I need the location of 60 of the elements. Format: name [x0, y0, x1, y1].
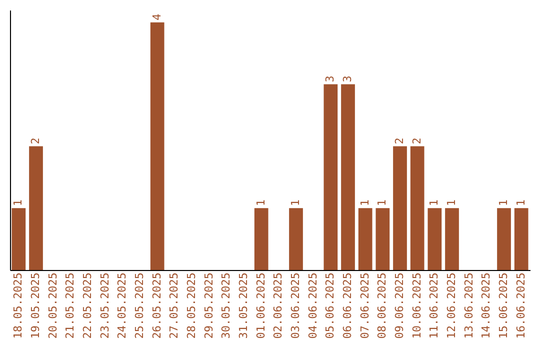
data-label: 1: [428, 199, 441, 206]
x-tick-label: 19.05.2025: [29, 272, 42, 339]
x-tick-label: 20.05.2025: [46, 272, 60, 339]
x-tick-label: 09.06.2025: [393, 272, 406, 339]
data-label: 1: [514, 199, 528, 206]
bar: [12, 208, 26, 270]
bar: [289, 208, 303, 270]
data-label: 1: [12, 199, 25, 206]
bar: [254, 208, 268, 270]
x-tick-label: 07.06.2025: [358, 272, 372, 339]
data-label: 2: [410, 138, 424, 144]
x-tick-label: 14.06.2025: [480, 272, 493, 339]
x-tick-label: 13.06.2025: [462, 272, 476, 339]
data-label: 1: [254, 199, 268, 206]
bar: [410, 146, 424, 270]
data-label: 4: [150, 13, 164, 20]
data-label: 1: [358, 199, 372, 206]
x-tick-label: 22.05.2025: [81, 272, 94, 339]
x-tick-label: 01.06.2025: [254, 272, 268, 339]
bar: [376, 208, 390, 270]
bar: [29, 146, 43, 270]
x-tick-label: 08.06.2025: [376, 272, 389, 339]
x-tick-label: 21.05.2025: [64, 272, 77, 339]
x-tick-label: 05.06.2025: [324, 272, 337, 339]
x-tick-label: 06.06.2025: [341, 272, 354, 339]
bar: [445, 208, 459, 270]
data-label: 3: [341, 76, 354, 82]
data-label: 1: [289, 199, 302, 206]
x-tick-label: 24.05.2025: [116, 272, 129, 339]
data-label: 2: [393, 138, 406, 144]
bar: [497, 208, 511, 270]
x-tick-label: 27.05.2025: [168, 272, 181, 339]
x-tick-label: 03.06.2025: [289, 272, 302, 339]
data-label: 2: [29, 138, 42, 144]
bar: [341, 84, 355, 270]
bar: [393, 146, 407, 270]
bar: [358, 208, 372, 270]
x-tick-label: 16.06.2025: [514, 272, 528, 339]
x-tick-label: 29.05.2025: [202, 272, 216, 339]
data-label: 3: [324, 76, 337, 82]
x-tick-label: 31.05.2025: [237, 272, 250, 339]
bar: [514, 208, 528, 270]
data-label: 1: [445, 199, 458, 206]
x-tick-label: 12.06.2025: [445, 272, 458, 339]
x-tick-label: 18.05.2025: [12, 272, 25, 339]
x-tick-label: 15.06.2025: [497, 272, 510, 339]
x-tick-label: 02.06.2025: [272, 272, 285, 339]
bar: [324, 84, 338, 270]
x-tick-label: 04.06.2025: [306, 272, 320, 339]
x-tick-label: 26.05.2025: [150, 272, 164, 339]
bar: [428, 208, 442, 270]
x-tick-label: 10.06.2025: [410, 272, 424, 339]
data-label: 1: [376, 199, 389, 206]
data-label: 1: [497, 199, 510, 206]
x-tick-label: 11.06.2025: [428, 272, 441, 339]
x-tick-label: 25.05.2025: [133, 272, 146, 339]
bar: [150, 22, 164, 270]
x-tick-label: 23.05.2025: [98, 272, 112, 339]
x-tick-label: 30.05.2025: [220, 272, 233, 339]
x-tick-label: 28.05.2025: [185, 272, 198, 339]
